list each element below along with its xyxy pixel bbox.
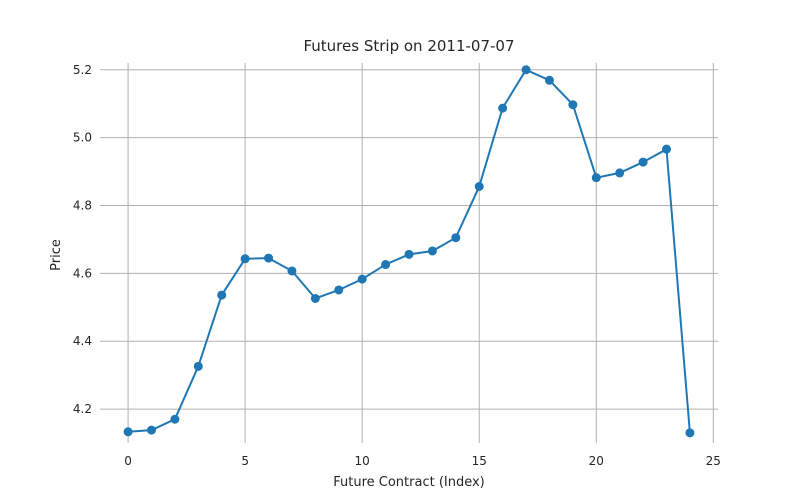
data-point <box>170 414 180 424</box>
data-point <box>287 266 297 276</box>
y-axis-ticks: 4.2 4.4 4.6 4.8 5.0 5.2 <box>73 63 92 416</box>
y-axis-label: Price <box>49 239 64 271</box>
y-tick-label: 5.2 <box>73 63 92 77</box>
y-tick-label: 4.2 <box>73 402 92 416</box>
y-tick-label: 4.4 <box>73 334 92 348</box>
x-tick-label: 10 <box>355 454 370 468</box>
data-point <box>568 100 578 110</box>
data-point <box>521 65 531 75</box>
data-point <box>240 254 250 264</box>
data-point <box>427 246 437 256</box>
x-tick-label: 0 <box>124 454 132 468</box>
y-tick-label: 4.8 <box>73 199 92 213</box>
data-point <box>123 427 133 437</box>
data-point <box>147 425 156 435</box>
x-tick-label: 5 <box>241 454 249 468</box>
x-tick-label: 20 <box>589 454 604 468</box>
y-tick-label: 5.0 <box>73 131 92 145</box>
data-point <box>544 75 554 85</box>
data-point <box>404 249 414 259</box>
data-point <box>264 253 274 263</box>
x-axis-label: Future Contract (Index) <box>333 475 485 490</box>
x-tick-label: 25 <box>706 454 721 468</box>
data-point <box>638 157 648 167</box>
data-point <box>310 293 320 303</box>
data-point <box>685 428 695 438</box>
data-point <box>498 103 508 113</box>
data-point <box>193 361 203 371</box>
data-point <box>217 290 227 300</box>
x-tick-label: 15 <box>472 454 487 468</box>
data-point <box>662 144 671 154</box>
data-point <box>474 182 484 191</box>
data-point <box>334 285 344 295</box>
x-axis-ticks: 0 5 10 15 20 25 <box>124 454 721 468</box>
data-point <box>615 168 625 178</box>
data-point <box>381 260 391 270</box>
data-point <box>357 274 367 284</box>
y-tick-label: 4.6 <box>73 266 92 280</box>
data-point <box>591 173 601 183</box>
chart-title: Futures Strip on 2011-07-07 <box>303 37 514 55</box>
data-point <box>451 233 461 243</box>
series-line-layer <box>123 65 695 438</box>
grid <box>100 63 718 443</box>
